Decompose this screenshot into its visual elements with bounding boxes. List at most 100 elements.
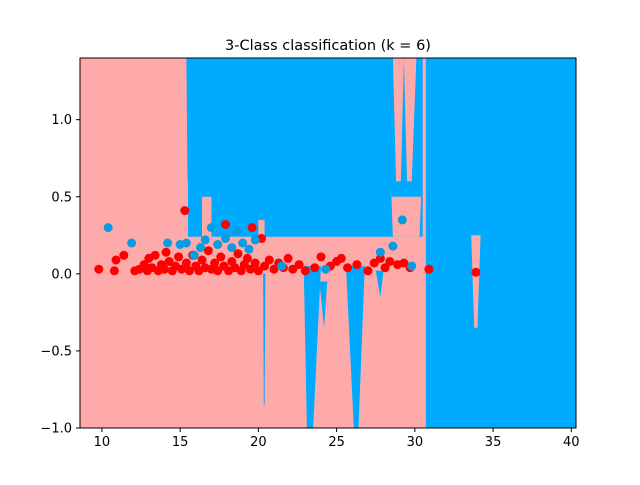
point-red-62 (352, 260, 362, 270)
y-tick-label: 1.0 (51, 113, 72, 128)
x-tick-label: 15 (172, 435, 189, 450)
point-red-26 (197, 255, 207, 265)
point-red-47 (260, 261, 270, 271)
point-red-14 (161, 247, 171, 257)
point-blue-6 (196, 243, 205, 253)
region-red-1 (173, 58, 177, 166)
region-blue-3 (303, 266, 321, 428)
region-red-2 (392, 58, 404, 182)
point-red-56 (310, 263, 320, 273)
point-blue-11 (227, 243, 237, 253)
point-red-2 (111, 255, 121, 265)
chart-title: 3-Class classification (k = 6) (225, 38, 431, 54)
point-red-21 (181, 258, 191, 268)
point-red-67 (385, 257, 395, 266)
x-tick-label: 10 (94, 435, 111, 450)
point-blue-21 (407, 261, 417, 271)
x-axis: 10 15 20 25 30 35 40 (94, 428, 580, 450)
point-red-43 (247, 223, 257, 233)
point-red-38 (233, 249, 243, 259)
point-red-13 (160, 264, 169, 274)
region-blue-5 (263, 273, 266, 405)
point-blue-12 (232, 226, 241, 236)
point-red-71 (424, 264, 434, 274)
x-tick-label: 25 (328, 435, 345, 450)
point-red-32 (216, 252, 226, 262)
point-blue-8 (206, 223, 216, 233)
region-blue-0 (188, 58, 423, 237)
region-red-0 (180, 58, 188, 237)
point-red-0 (94, 264, 104, 274)
point-blue-15 (250, 235, 260, 245)
point-blue-18 (375, 247, 385, 257)
region-red-4 (391, 196, 422, 237)
point-red-60 (336, 253, 346, 263)
region-red-3 (403, 58, 417, 182)
point-red-53 (288, 264, 298, 274)
point-red-61 (343, 263, 353, 273)
point-red-63 (363, 266, 373, 276)
point-blue-9 (213, 240, 223, 249)
point-red-57 (316, 252, 326, 262)
y-tick-label: 0.5 (51, 190, 72, 205)
y-tick-label: −1.0 (40, 422, 72, 437)
point-blue-2 (163, 238, 173, 248)
point-red-49 (269, 264, 279, 274)
x-tick-label: 35 (485, 435, 502, 450)
y-axis: −1.0 −0.5 0.0 0.5 1.0 (40, 113, 80, 437)
point-red-10 (150, 250, 160, 260)
region-blue-4 (346, 266, 365, 428)
point-red-42 (246, 264, 255, 274)
point-red-69 (399, 258, 409, 268)
point-red-15 (164, 257, 174, 266)
point-blue-13 (238, 238, 248, 248)
point-blue-1 (127, 238, 137, 248)
x-tick-label: 20 (250, 435, 267, 450)
scatter-points (94, 206, 481, 277)
point-red-19 (177, 264, 187, 274)
point-red-72 (471, 267, 481, 277)
point-blue-10 (221, 233, 230, 243)
point-blue-4 (181, 238, 191, 248)
region-red-7 (471, 235, 481, 328)
point-red-44 (250, 258, 260, 268)
plot-frame (79, 57, 577, 429)
region-red-6 (258, 219, 265, 237)
decision-regions (80, 58, 576, 428)
point-blue-0 (103, 223, 113, 233)
point-red-20 (180, 206, 190, 216)
point-red-41 (242, 253, 252, 263)
point-blue-17 (321, 264, 331, 274)
point-red-65 (375, 253, 385, 263)
point-blue-5 (189, 250, 199, 260)
point-red-18 (174, 252, 184, 262)
x-tick-label: 30 (407, 435, 424, 450)
region-blue-6 (319, 281, 328, 328)
region-blue-2 (425, 58, 576, 428)
point-red-28 (203, 246, 213, 256)
x-tick-label: 40 (563, 435, 580, 450)
y-tick-label: 0.0 (51, 267, 72, 282)
point-red-22 (185, 266, 194, 276)
point-red-34 (221, 220, 230, 229)
point-red-31 (213, 266, 223, 276)
point-red-52 (283, 253, 293, 263)
point-blue-19 (388, 241, 398, 251)
point-red-30 (210, 258, 220, 268)
point-red-54 (294, 260, 304, 270)
point-red-45 (253, 266, 263, 276)
region-blue-7 (375, 270, 384, 297)
point-red-66 (380, 263, 390, 273)
point-blue-16 (277, 261, 287, 271)
y-tick-label: −0.5 (40, 344, 72, 359)
point-blue-20 (397, 215, 407, 225)
point-red-3 (119, 250, 129, 260)
point-blue-14 (244, 244, 254, 254)
point-red-64 (369, 258, 379, 268)
point-red-55 (300, 266, 310, 276)
point-red-1 (109, 266, 119, 276)
point-blue-7 (200, 235, 210, 245)
point-red-48 (264, 255, 274, 265)
